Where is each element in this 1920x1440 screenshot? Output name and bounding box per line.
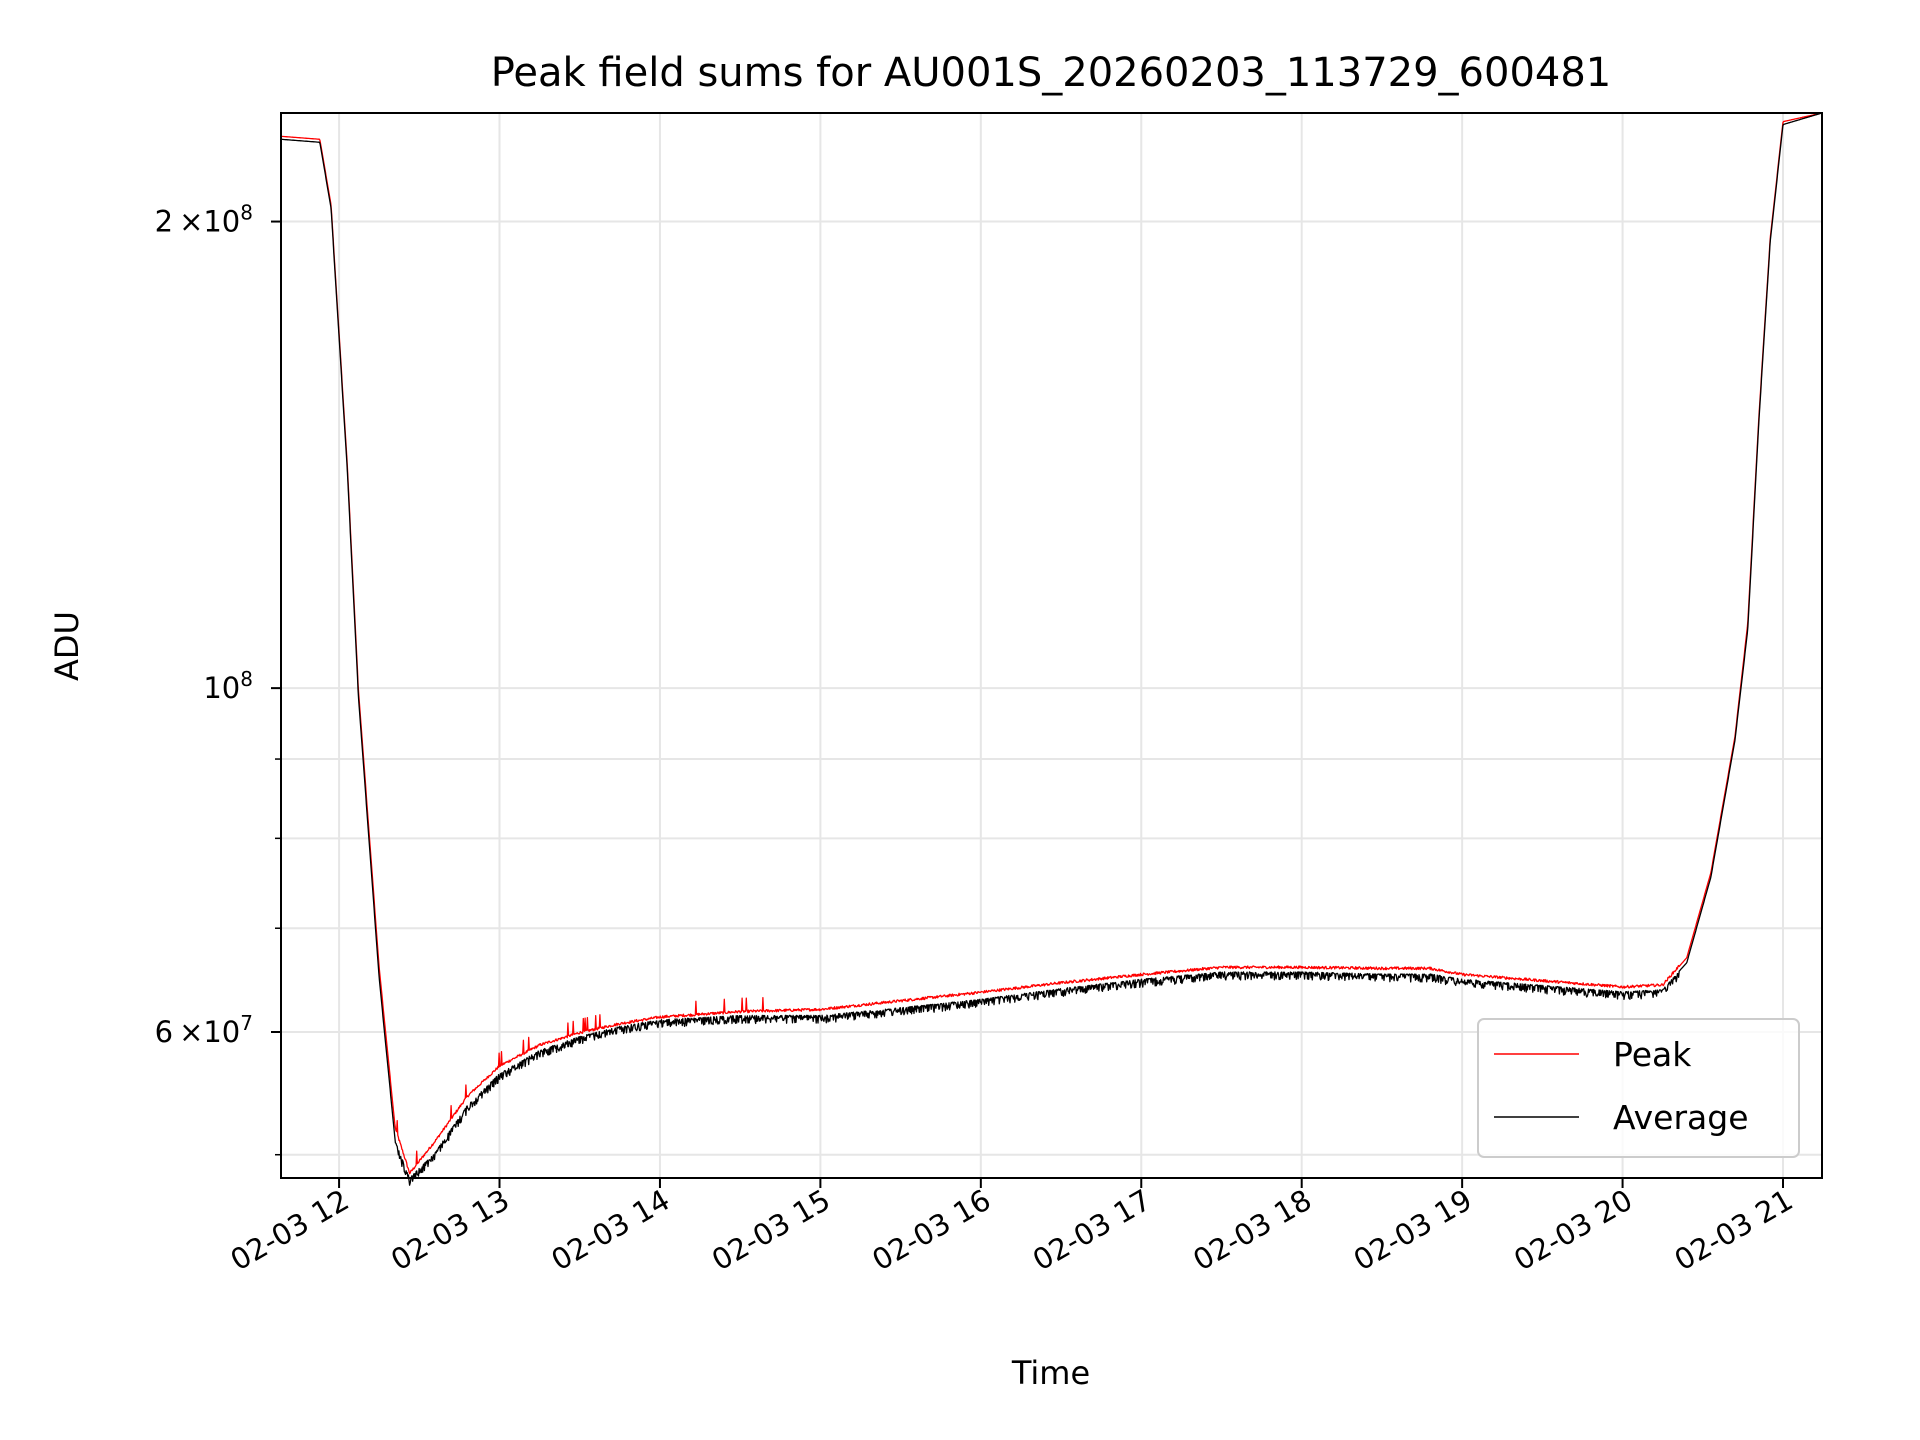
x-tick-label: 02-03 16: [866, 1183, 996, 1278]
y-tick-mantissa: 6: [155, 1015, 173, 1049]
y-tick-mantissa: 2: [155, 205, 173, 239]
series-line-average: [280, 112, 1823, 1186]
legend: Peak Average: [1477, 1018, 1800, 1158]
x-tick-label: 02-03 14: [546, 1183, 676, 1278]
y-tick-exponent: 7: [240, 1011, 253, 1035]
x-tick-label: 02-03 20: [1508, 1183, 1638, 1278]
series-line-peak: [280, 112, 1823, 1175]
y-tick-base: 10: [203, 671, 240, 705]
y-tick-label: 2 ×108: [155, 201, 253, 239]
x-tick-label: 02-03 19: [1348, 1183, 1478, 1278]
y-tick-base: ×10: [179, 1015, 240, 1049]
x-axis-label: Time: [1011, 1354, 1090, 1392]
legend-average-label: Average: [1613, 1098, 1749, 1137]
chart-title: Peak field sums for AU001S_20260203_1137…: [491, 50, 1612, 96]
y-tick-base: ×10: [179, 205, 240, 239]
x-tick-label: 02-03 17: [1027, 1183, 1157, 1278]
x-tick-label: 02-03 21: [1669, 1183, 1799, 1278]
series-lines: [280, 112, 1823, 1186]
x-tick-label: 02-03 15: [706, 1183, 836, 1278]
y-tick-label: 6 ×107: [155, 1011, 253, 1049]
y-tick-exponent: 8: [240, 667, 253, 691]
legend-peak-label: Peak: [1613, 1035, 1692, 1074]
y-tick-label: 108: [203, 667, 253, 705]
y-axis-label: ADU: [48, 611, 86, 681]
x-tick-label: 02-03 13: [385, 1183, 515, 1278]
x-tick-label: 02-03 18: [1187, 1183, 1317, 1278]
grid: [281, 113, 1822, 1178]
x-tick-label: 02-03 12: [225, 1183, 355, 1278]
x-axis: 02-03 12 02-03 13 02-03 14 02-03 15 02-03 16…: [225, 1178, 1799, 1277]
y-tick-exponent: 8: [240, 201, 253, 225]
plot-frame: [280, 112, 1823, 1179]
